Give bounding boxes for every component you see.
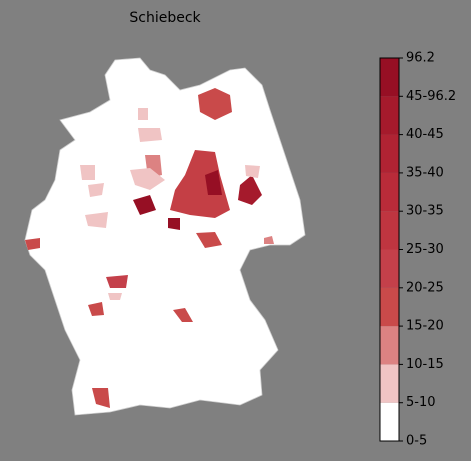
colorbar-segment (380, 402, 399, 441)
region (25, 238, 40, 250)
colorbar-label: 35-40 (406, 165, 444, 180)
region (88, 302, 104, 316)
colorbar-segment (380, 211, 399, 250)
colorbar-segment (380, 172, 399, 212)
colorbar-label: 96.2 (406, 51, 435, 66)
colorbar-label: 25-30 (406, 242, 444, 257)
region (245, 165, 260, 178)
colorbar-label: 30-35 (406, 204, 444, 219)
colorbar-label: 45-96.2 (406, 89, 456, 104)
map-title: Schiebeck (129, 10, 201, 26)
region (130, 168, 165, 190)
region (170, 150, 230, 218)
colorbar: 0-5 5-10 10-15 15-20 20-25 25-30 30-35 35-40 40-… (379, 51, 456, 449)
region (133, 195, 156, 215)
region (198, 88, 232, 120)
region (138, 128, 162, 142)
colorbar-label: 0-5 (406, 434, 427, 449)
colorbar-label: 10-15 (406, 357, 444, 372)
colorbar-label: 20-25 (406, 280, 444, 295)
colorbar-segment (380, 96, 399, 135)
colorbar-segment (380, 326, 399, 365)
region (80, 165, 95, 180)
region (196, 232, 222, 248)
region (92, 388, 110, 408)
region (106, 275, 128, 288)
colorbar-label: 40-45 (406, 127, 444, 142)
region (85, 212, 108, 228)
germany-map (24, 57, 306, 416)
region (238, 175, 262, 205)
colorbar-segment (380, 249, 399, 288)
region (108, 293, 122, 300)
colorbar-segment (380, 364, 399, 403)
region (205, 170, 222, 195)
region (88, 183, 104, 197)
region (138, 108, 148, 120)
colorbar-label: 5-10 (406, 395, 436, 410)
region (264, 236, 274, 244)
colorbar-label: 15-20 (406, 319, 444, 334)
region (168, 218, 180, 230)
colorbar-segment (380, 134, 399, 173)
colorbar-segment (380, 287, 399, 327)
region (173, 308, 193, 322)
country-outline (24, 57, 306, 416)
colorbar-segment (380, 58, 399, 97)
